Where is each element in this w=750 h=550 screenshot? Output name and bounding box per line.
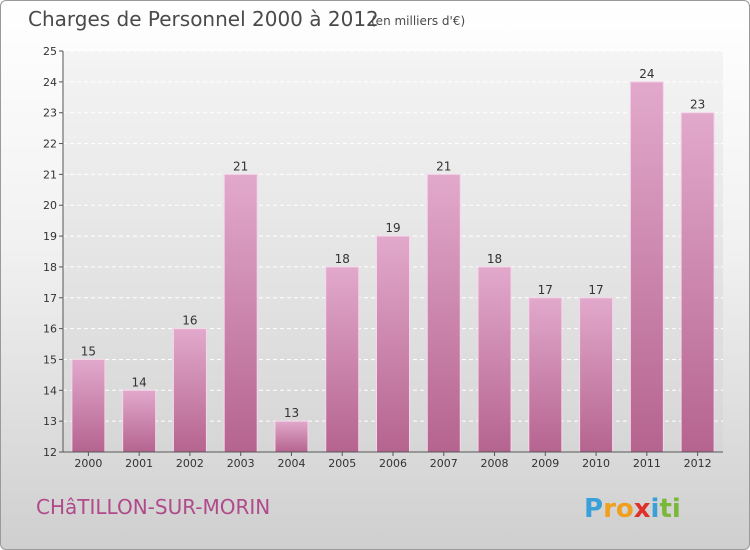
x-tick-label: 2012: [684, 457, 712, 470]
axes: 12 13 14 15 16 17 18 19 20 21 22 23 24 25 2000 2001 2002…: [43, 45, 723, 470]
x-tick-label: 2009: [531, 457, 559, 470]
bar-value-label: 19: [385, 221, 400, 235]
bar: [426, 173, 461, 453]
bar: [325, 266, 360, 453]
bar-value-label: 17: [538, 283, 553, 297]
x-tick-label: 2006: [379, 457, 407, 470]
x-tick-label: 2010: [582, 457, 610, 470]
chart-title: Charges de Personnel 2000 à 2012: [28, 7, 379, 31]
bar-value-label: 16: [182, 314, 197, 328]
bar: [274, 420, 309, 453]
y-tick-label: 17: [43, 292, 57, 305]
bar: [680, 112, 715, 453]
bar: [122, 389, 157, 453]
commune-name: CHâTILLON-SUR-MORIN: [36, 495, 270, 519]
y-tick-label: 19: [43, 230, 57, 243]
bar: [579, 297, 614, 453]
logo-letter: i: [651, 494, 660, 524]
y-tick-label: 18: [43, 261, 57, 274]
bar-value-label: 18: [335, 252, 350, 266]
y-tick-label: 12: [43, 446, 57, 459]
y-tick-label: 16: [43, 323, 57, 336]
x-tick-label: 2011: [633, 457, 661, 470]
y-tick-label: 14: [43, 384, 57, 397]
logo-letter: x: [634, 494, 651, 524]
y-tick-label: 25: [43, 45, 57, 58]
logo-letter: i: [672, 494, 681, 524]
bar: [528, 297, 563, 453]
bar-value-label: 24: [639, 67, 654, 81]
logo-letter: t: [659, 494, 671, 524]
y-tick-label: 21: [43, 168, 57, 181]
bar-value-label: 23: [690, 98, 705, 112]
bar-value-label: 17: [588, 283, 603, 297]
y-tick-label: 23: [43, 107, 57, 120]
logo-letter: P: [584, 494, 603, 524]
bar: [477, 266, 512, 453]
y-tick-label: 15: [43, 353, 57, 366]
bar: [172, 328, 207, 453]
bars: 15 14 16 21 13 18 19 21 18 17 17 24 23: [71, 67, 715, 453]
x-tick-label: 2003: [227, 457, 255, 470]
y-tick-label: 22: [43, 138, 57, 151]
x-tick-label: 2008: [481, 457, 509, 470]
bar-value-label: 14: [132, 375, 147, 389]
bar-value-label: 13: [284, 406, 299, 420]
x-tick-label: 2000: [74, 457, 102, 470]
y-tick-label: 24: [43, 76, 57, 89]
bar-value-label: 15: [81, 344, 96, 358]
x-tick-label: 2002: [176, 457, 204, 470]
bar-value-label: 21: [233, 159, 248, 173]
y-tick-label: 13: [43, 415, 57, 428]
x-tick-label: 2004: [277, 457, 305, 470]
bar: [71, 358, 106, 453]
logo-letter: o: [616, 494, 634, 524]
bar: [223, 173, 258, 453]
bar-value-label: 21: [436, 159, 451, 173]
x-tick-label: 2005: [328, 457, 356, 470]
bar: [376, 235, 410, 453]
y-tick-label: 20: [43, 199, 57, 212]
bar: [629, 81, 664, 453]
proxiti-logo: Proxiti: [584, 494, 681, 524]
chart-subtitle: (en milliers d'€): [371, 14, 465, 28]
x-tick-label: 2001: [125, 457, 153, 470]
x-tick-label: 2007: [430, 457, 458, 470]
bar-value-label: 18: [487, 252, 502, 266]
logo-letter: r: [603, 494, 616, 524]
